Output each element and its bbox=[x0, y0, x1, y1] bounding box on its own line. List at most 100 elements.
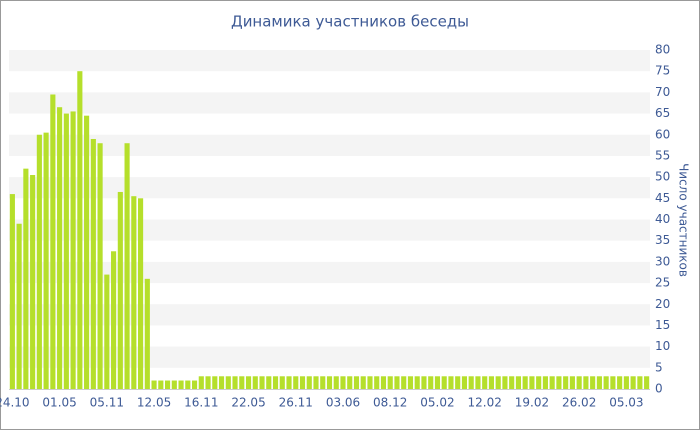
y-tick-label: 70 bbox=[655, 85, 670, 99]
bar bbox=[151, 380, 157, 389]
bar bbox=[84, 115, 90, 390]
bar bbox=[185, 380, 191, 389]
bar bbox=[191, 380, 198, 389]
bar bbox=[502, 376, 508, 389]
bar bbox=[353, 376, 360, 389]
bar bbox=[286, 376, 292, 389]
bar bbox=[441, 376, 447, 389]
bar bbox=[198, 376, 204, 389]
x-tick-label: 08.12 bbox=[373, 396, 407, 410]
bar bbox=[475, 376, 481, 389]
grid-band bbox=[9, 346, 650, 368]
bar bbox=[111, 251, 117, 389]
grid-band bbox=[9, 304, 650, 326]
grid-band bbox=[9, 261, 650, 284]
bar bbox=[380, 376, 387, 389]
y-tick-label: 20 bbox=[655, 297, 670, 311]
bar bbox=[299, 376, 306, 389]
bar bbox=[509, 376, 515, 389]
bar bbox=[488, 376, 495, 389]
x-tick-label: 01.05 bbox=[42, 396, 76, 410]
bar bbox=[326, 376, 333, 389]
bar bbox=[205, 376, 211, 389]
bar bbox=[448, 376, 454, 389]
bar bbox=[57, 107, 63, 390]
bar bbox=[401, 376, 407, 389]
bar bbox=[164, 380, 171, 389]
bar bbox=[63, 113, 69, 389]
x-tick-label: 22.05 bbox=[231, 396, 265, 410]
bar bbox=[117, 191, 123, 389]
bar bbox=[603, 376, 609, 389]
bar bbox=[529, 376, 535, 389]
bar bbox=[374, 376, 380, 389]
bar bbox=[556, 376, 562, 389]
bar bbox=[428, 376, 434, 389]
bar bbox=[124, 143, 130, 389]
bar bbox=[9, 194, 15, 389]
bar bbox=[259, 376, 265, 389]
y-tick-label: 10 bbox=[655, 339, 670, 353]
bar bbox=[590, 376, 596, 389]
bar bbox=[549, 376, 555, 389]
bar bbox=[50, 94, 56, 390]
y-tick-label: 45 bbox=[655, 191, 670, 205]
y-tick-label: 50 bbox=[655, 170, 670, 184]
bar bbox=[407, 376, 414, 389]
bar bbox=[16, 223, 22, 389]
bar bbox=[414, 376, 420, 389]
bar bbox=[245, 376, 252, 389]
y-tick-label: 80 bbox=[655, 43, 670, 57]
bar bbox=[367, 376, 373, 389]
x-tick-label: 24.10 bbox=[0, 396, 30, 410]
bar bbox=[637, 376, 643, 389]
x-tick-label: 05.11 bbox=[90, 396, 124, 410]
bar bbox=[144, 278, 150, 389]
bar bbox=[43, 132, 49, 389]
bar bbox=[70, 111, 76, 389]
bar bbox=[340, 376, 346, 389]
bar bbox=[482, 376, 488, 389]
y-tick-label: 25 bbox=[655, 276, 670, 290]
bar bbox=[90, 138, 96, 389]
bar bbox=[644, 376, 650, 389]
bar bbox=[313, 376, 319, 389]
bar bbox=[596, 376, 602, 389]
bar bbox=[468, 376, 474, 389]
bar bbox=[171, 380, 177, 389]
x-tick-label: 05.02 bbox=[420, 396, 454, 410]
bar bbox=[617, 376, 623, 389]
bar bbox=[30, 175, 36, 389]
y-tick-label: 30 bbox=[655, 254, 670, 268]
x-tick-label: 26.11 bbox=[279, 396, 313, 410]
y-tick-label: 35 bbox=[655, 233, 670, 247]
grid-band bbox=[9, 92, 650, 114]
chart-title: Динамика участников беседы bbox=[231, 13, 469, 31]
bar bbox=[333, 376, 339, 389]
bar bbox=[138, 198, 144, 389]
bar bbox=[347, 376, 353, 389]
grid-band bbox=[9, 219, 650, 241]
bar bbox=[77, 71, 83, 389]
bar bbox=[293, 376, 299, 389]
bar bbox=[569, 376, 575, 389]
bar bbox=[515, 376, 521, 389]
bar bbox=[36, 134, 42, 389]
bar bbox=[421, 376, 427, 389]
bar bbox=[434, 376, 441, 389]
bar bbox=[461, 376, 468, 389]
x-tick-label: 16.11 bbox=[184, 396, 218, 410]
bar bbox=[225, 376, 231, 389]
bar bbox=[583, 376, 589, 389]
bar bbox=[630, 376, 636, 389]
bar bbox=[610, 376, 616, 389]
bar bbox=[97, 143, 103, 389]
x-tick-label: 05.03 bbox=[609, 396, 643, 410]
bar bbox=[104, 274, 110, 389]
bar bbox=[320, 376, 326, 389]
bar bbox=[576, 376, 582, 389]
grid-band bbox=[9, 177, 650, 199]
bar bbox=[536, 376, 542, 389]
bar bbox=[279, 376, 285, 389]
